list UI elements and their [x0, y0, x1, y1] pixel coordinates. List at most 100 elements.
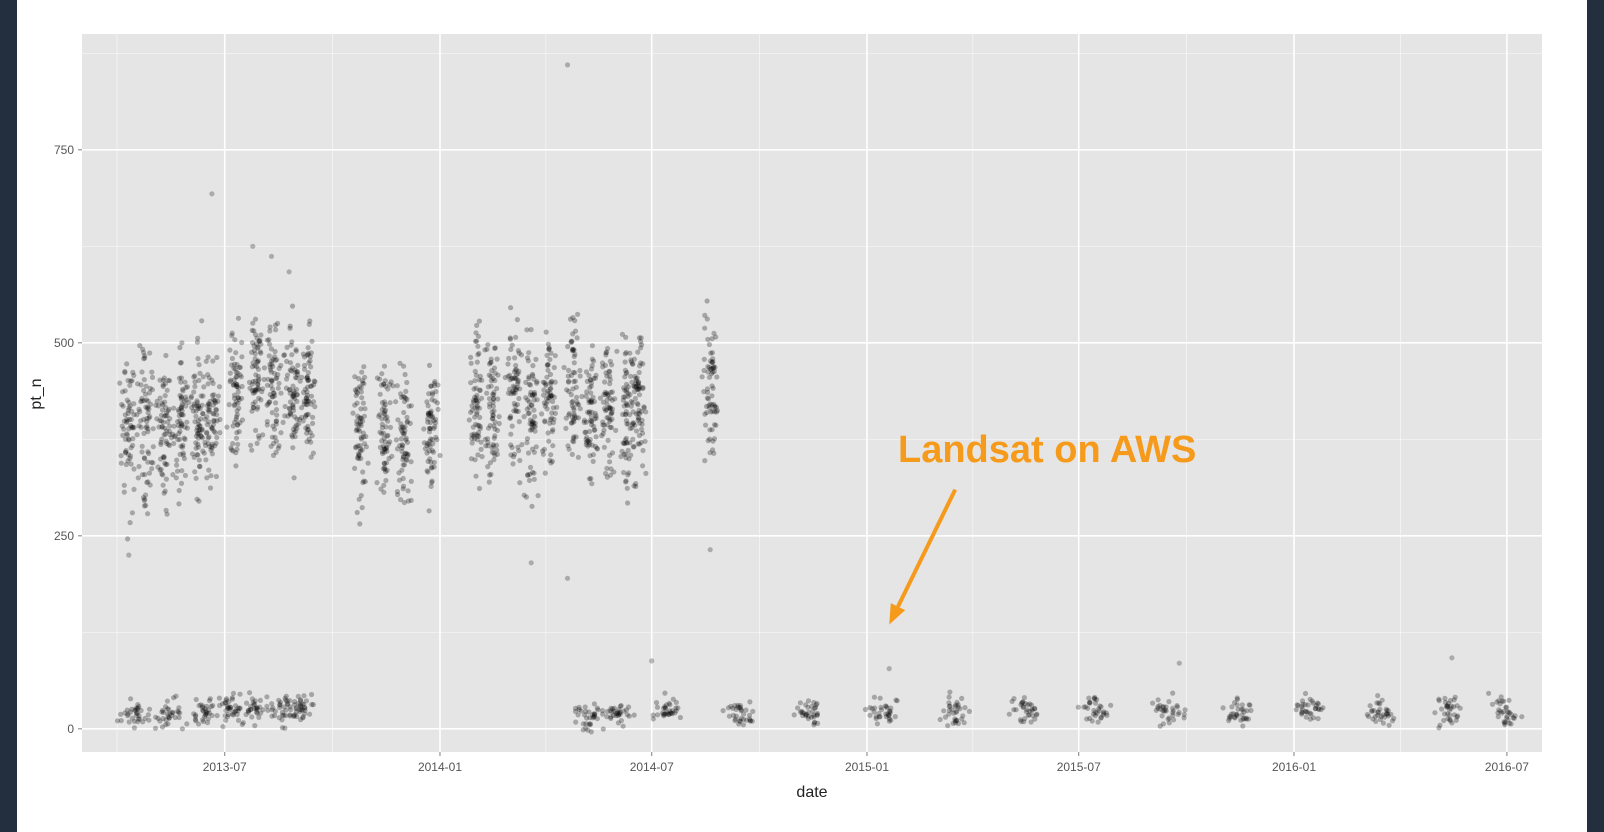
data-point	[494, 385, 500, 392]
data-point	[287, 367, 293, 373]
data-point	[586, 409, 593, 415]
outlier-point	[649, 658, 655, 664]
data-point	[287, 390, 293, 396]
data-point	[431, 425, 437, 432]
data-point	[204, 710, 210, 716]
data-point	[126, 436, 132, 442]
data-point	[353, 389, 360, 395]
data-point	[304, 352, 310, 358]
data-point	[155, 715, 161, 722]
data-point	[1023, 709, 1029, 715]
data-point	[633, 481, 639, 487]
data-point	[586, 372, 592, 379]
x-tick-label: 2016-01	[1272, 760, 1316, 774]
data-point	[636, 407, 642, 413]
data-point	[540, 448, 546, 454]
data-point	[289, 434, 295, 440]
data-point	[164, 428, 170, 434]
data-point	[606, 404, 612, 411]
data-point	[640, 384, 646, 391]
data-point	[569, 348, 576, 354]
data-point	[602, 379, 608, 385]
data-point	[542, 418, 548, 424]
data-point	[165, 377, 171, 383]
data-point	[1228, 714, 1234, 720]
data-point	[230, 441, 236, 447]
data-point	[1375, 693, 1381, 699]
data-point	[161, 455, 167, 461]
data-point	[286, 387, 293, 393]
data-point	[143, 492, 149, 498]
data-point	[252, 356, 258, 362]
data-point	[381, 381, 387, 387]
data-point	[199, 402, 205, 408]
data-point	[548, 393, 554, 399]
data-point	[229, 333, 235, 339]
data-point	[400, 454, 407, 460]
data-point	[1029, 702, 1035, 708]
data-point	[572, 708, 579, 715]
data-point	[623, 381, 630, 387]
data-point	[404, 396, 410, 403]
data-point	[662, 711, 668, 717]
data-point	[163, 413, 169, 419]
data-point	[1096, 708, 1102, 714]
data-point	[531, 476, 537, 482]
data-point	[589, 356, 596, 362]
data-point	[212, 400, 218, 406]
data-point	[1021, 695, 1027, 701]
data-point	[293, 386, 299, 393]
data-point	[356, 496, 362, 502]
data-point	[265, 401, 271, 407]
data-point	[615, 711, 622, 718]
data-point	[486, 372, 492, 378]
data-point	[1246, 702, 1252, 708]
data-point	[250, 360, 256, 366]
data-point	[812, 704, 819, 711]
data-point	[402, 428, 408, 434]
data-point	[486, 361, 493, 367]
data-point	[299, 405, 305, 411]
data-point	[1299, 709, 1305, 715]
data-point	[947, 689, 953, 695]
data-point	[561, 364, 567, 371]
data-point	[384, 433, 390, 439]
data-point	[384, 414, 390, 420]
data-point	[210, 703, 216, 709]
data-point	[581, 417, 588, 423]
data-point	[609, 397, 615, 403]
data-point	[178, 423, 184, 430]
data-point	[233, 350, 239, 356]
data-point	[624, 440, 630, 446]
data-point	[191, 454, 197, 460]
data-point	[400, 443, 406, 449]
data-point	[530, 392, 536, 398]
y-tick-label: 500	[54, 336, 74, 350]
data-point	[606, 369, 612, 375]
data-point	[253, 372, 259, 378]
data-point	[159, 724, 166, 730]
data-point	[394, 489, 400, 495]
data-point	[604, 465, 610, 471]
data-point	[210, 402, 216, 408]
data-point	[179, 726, 185, 732]
data-point	[515, 379, 521, 385]
data-point	[384, 448, 390, 454]
data-point	[531, 407, 537, 413]
data-point	[182, 424, 188, 430]
data-point	[159, 471, 165, 477]
data-point	[272, 370, 278, 377]
data-point	[515, 381, 521, 387]
data-point	[277, 702, 283, 708]
data-point	[1098, 704, 1104, 710]
data-point	[294, 369, 300, 375]
data-point	[1160, 721, 1166, 727]
data-point	[125, 407, 131, 413]
data-point	[1243, 715, 1249, 721]
data-point	[1519, 714, 1525, 720]
data-point	[589, 442, 595, 448]
data-point	[202, 416, 208, 422]
data-point	[283, 697, 289, 703]
data-point	[704, 409, 710, 416]
data-point	[591, 714, 598, 720]
